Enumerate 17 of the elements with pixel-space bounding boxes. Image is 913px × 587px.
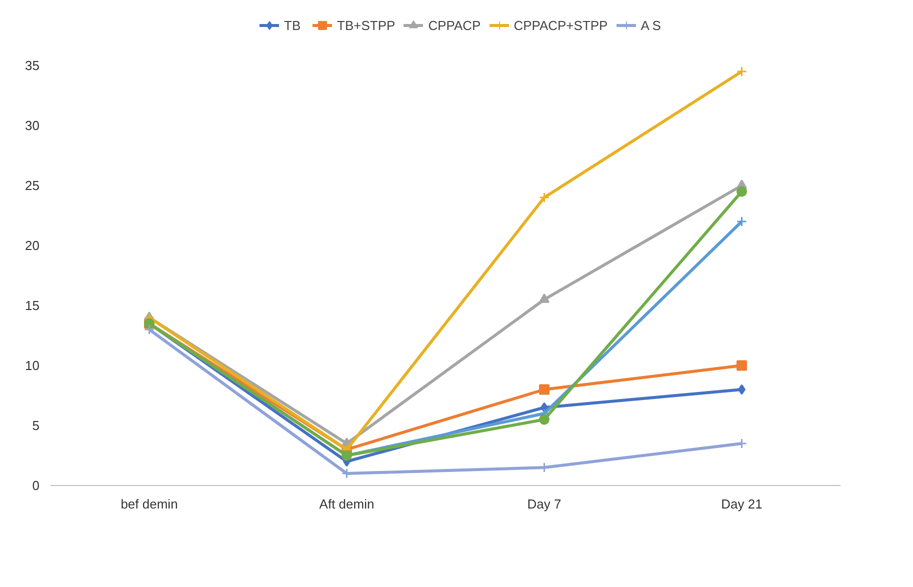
x-tick-label: Day 7 — [527, 496, 562, 512]
y-tick-label: 5 — [32, 418, 40, 433]
legend-label: TB+STPP — [337, 18, 396, 32]
x-tick-label: bef demin — [120, 496, 178, 512]
y-tick-label: 10 — [25, 358, 40, 373]
y-tick-label: 25 — [25, 178, 40, 193]
x-tick-label: Day 21 — [721, 496, 762, 512]
y-tick-label: 20 — [25, 238, 40, 253]
legend-label: CPPACP+STPP — [514, 18, 608, 32]
legend-label: A S — [640, 18, 661, 32]
y-tick-label: 35 — [25, 58, 40, 73]
y-tick-label: 0 — [32, 478, 40, 493]
y-tick-label: 15 — [25, 298, 40, 313]
legend-label: CPPACP — [428, 18, 481, 32]
x-tick-label: Aft demin — [319, 496, 374, 512]
legend-label: TB — [284, 18, 302, 32]
y-tick-label: 30 — [25, 118, 40, 133]
